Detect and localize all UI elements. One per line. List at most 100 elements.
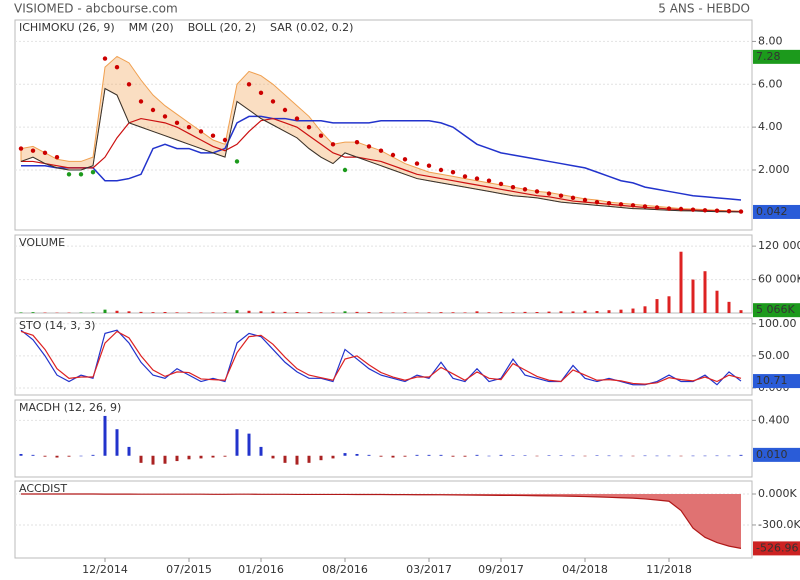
price-line [20, 87, 742, 213]
bar [187, 312, 191, 313]
y-tick-label: 100.00 [758, 317, 797, 330]
bar [235, 310, 239, 313]
sar-dot [510, 184, 516, 190]
bar [739, 310, 743, 313]
bar [499, 454, 503, 456]
bar [391, 312, 395, 313]
bar [355, 453, 359, 456]
sar-dot [318, 133, 324, 138]
bar [319, 455, 323, 461]
bar [523, 455, 527, 456]
bar [427, 454, 431, 456]
sar-dot [666, 206, 672, 211]
bar [691, 455, 695, 457]
value-badge-label: 0.010 [756, 448, 788, 461]
sar-dot [210, 133, 216, 138]
sar-dot [570, 195, 576, 201]
sar-dot [546, 191, 552, 196]
panel-title: ACCDIST [19, 482, 67, 495]
bar [283, 311, 287, 313]
bar [619, 455, 623, 457]
x-tick-label: 03/2017 [406, 563, 452, 576]
sar-dot [18, 146, 24, 151]
x-tick-label: 09/2017 [478, 563, 524, 576]
bar [247, 433, 251, 456]
panel-title: VOLUME [19, 236, 65, 249]
bar [379, 455, 383, 457]
sar-dot [642, 204, 648, 209]
area-line [21, 493, 742, 549]
bar [475, 311, 479, 313]
value-badge [753, 49, 800, 64]
x-tick-label: 12/2014 [82, 563, 128, 576]
y-tick-label: -300.0K [758, 518, 800, 531]
bar [667, 455, 671, 457]
bar [259, 311, 263, 313]
sar-dot [738, 209, 744, 214]
panel-title: STO (14, 3, 3) [19, 319, 95, 332]
y-tick-label: 50.00 [758, 349, 790, 362]
sar-dot [498, 181, 504, 187]
bar [355, 311, 359, 313]
bar [91, 312, 95, 313]
sar-dot [330, 142, 336, 147]
y-tick-label: 60 000K [758, 273, 800, 286]
sar-dot [702, 208, 708, 213]
bar [307, 455, 311, 463]
y-tick-label: 8.00 [758, 34, 783, 47]
bar [571, 455, 575, 457]
bar [715, 455, 719, 457]
bar [43, 312, 47, 313]
bar [463, 455, 467, 457]
value-badge [753, 447, 800, 462]
bar [583, 455, 587, 457]
sar-dot [558, 193, 564, 198]
bar [31, 312, 35, 313]
sar-dot [714, 208, 720, 213]
sar-dot [306, 124, 312, 130]
bar [739, 454, 743, 456]
bar [451, 455, 455, 457]
bar [151, 455, 155, 465]
area-fill [21, 494, 741, 549]
sar-dot [30, 148, 36, 153]
bar [31, 454, 35, 456]
bar [643, 306, 647, 313]
bar [655, 299, 659, 313]
bar [523, 311, 527, 313]
panel-frame [14, 19, 753, 231]
bar [271, 311, 275, 313]
sar-dot [150, 107, 156, 113]
bar [331, 455, 335, 459]
y-tick-label: 0.000K [758, 487, 797, 500]
bar [19, 453, 23, 456]
bar [163, 455, 167, 464]
value-badge [753, 303, 800, 318]
bar [559, 311, 563, 313]
bar [55, 455, 59, 458]
bar [379, 312, 383, 313]
sar-dot [186, 124, 192, 130]
bar [619, 309, 623, 313]
sar-dot [258, 90, 264, 96]
bar [43, 455, 47, 457]
bar [655, 455, 659, 457]
bar [223, 312, 227, 313]
sar-dot [726, 208, 732, 214]
bar [127, 311, 131, 313]
bar [367, 454, 371, 456]
sar-dot [90, 169, 96, 175]
bar [511, 455, 515, 456]
bar [319, 312, 323, 313]
bar [403, 312, 407, 313]
bar [115, 310, 119, 313]
bar [391, 455, 395, 458]
bar [19, 312, 23, 313]
x-tick-label: 07/2015 [166, 563, 212, 576]
x-tick-label: 04/2018 [562, 563, 608, 576]
bar [79, 455, 83, 457]
value-badge-label: 10.71 [756, 374, 788, 387]
sar-dot [630, 203, 636, 208]
value-badge-label: 7.28 [756, 50, 781, 63]
